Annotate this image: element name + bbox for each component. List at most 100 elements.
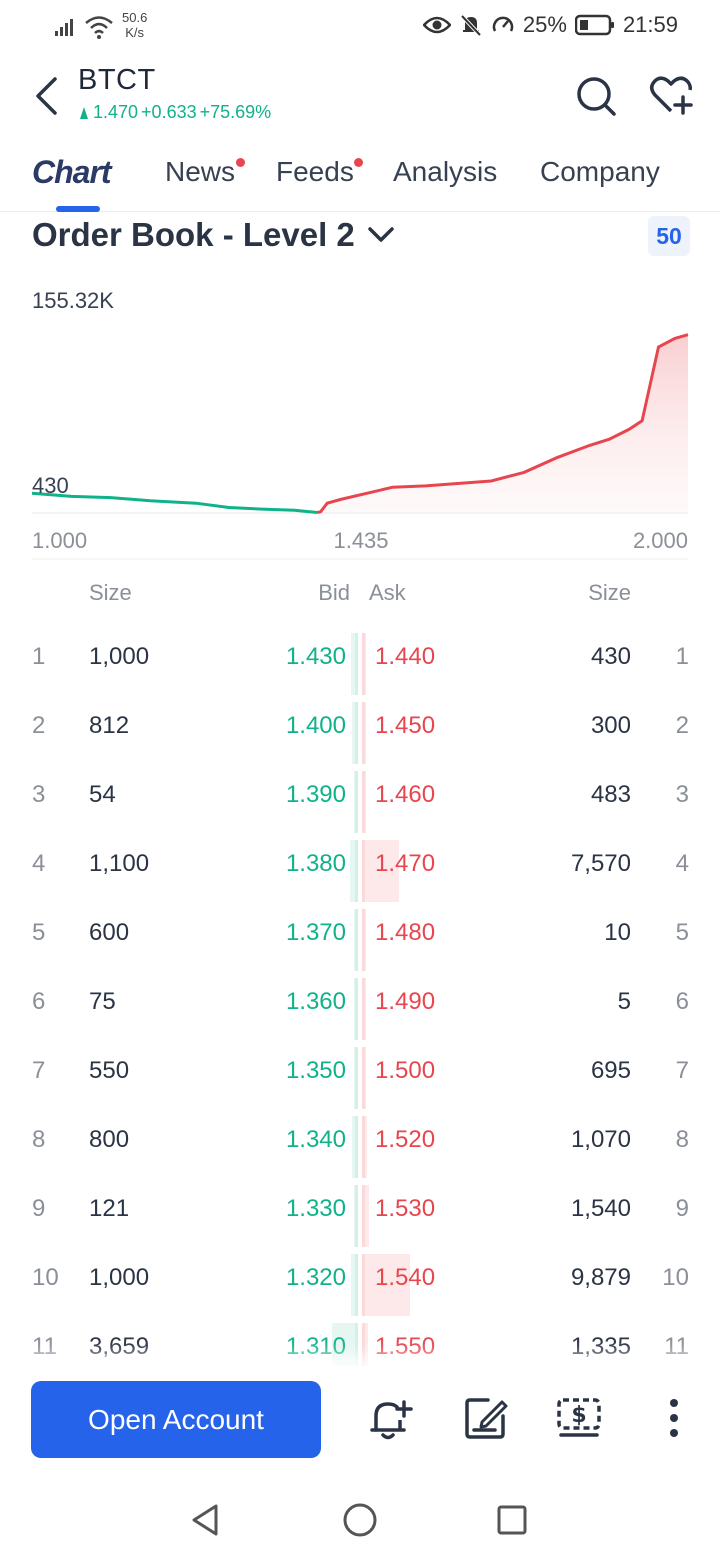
trade-dollar-icon: $: [557, 1398, 601, 1437]
bid-volume-bar: [354, 1047, 358, 1109]
bid-level-index: 10: [32, 1264, 59, 1291]
trade-button[interactable]: $: [555, 1394, 603, 1442]
bid-size: 121: [89, 1195, 130, 1222]
tab-feeds[interactable]: Feeds: [276, 156, 354, 187]
add-watchlist-button[interactable]: [648, 72, 694, 118]
order-book-row: 6 75 1.360 1.490 5 6: [0, 968, 720, 1040]
nav-home-button[interactable]: [342, 1502, 378, 1538]
bid-size: 3,659: [89, 1333, 150, 1360]
status-bar: 50.6 K/s 25% 21:59: [0, 0, 720, 52]
bid-level-index: 3: [32, 781, 46, 808]
svg-text:$: $: [571, 1403, 586, 1428]
ask-volume-bar: [362, 1185, 370, 1247]
bid-volume-bar: [352, 702, 358, 764]
search-button[interactable]: [574, 74, 618, 118]
ask-size: 10: [604, 919, 631, 946]
ask-depth-area: [317, 334, 688, 513]
ask-level-index: 5: [675, 919, 689, 946]
bid-level-index: 6: [32, 988, 46, 1015]
chevron-down-icon: [368, 227, 394, 242]
ask-volume-bar: [362, 978, 366, 1040]
ask-level-index: 4: [675, 850, 689, 877]
x-tick-max: 2.000: [633, 528, 688, 553]
order-book-title: Order Book - Level 2: [32, 216, 355, 253]
order-book-row: 3 54 1.390 1.460 483 3: [0, 761, 720, 833]
open-account-button[interactable]: Open Account: [31, 1381, 321, 1458]
ask-price: 1.450: [375, 712, 436, 739]
nav-back-button[interactable]: [188, 1502, 224, 1538]
add-alert-button[interactable]: [366, 1394, 414, 1442]
y-max-label: 155.32K: [32, 288, 114, 313]
bid-depth-line: [31, 491, 318, 514]
order-book-row: 7 550 1.350 1.500 695 7: [0, 1037, 720, 1109]
order-book-row: 2 812 1.400 1.450 300 2: [0, 692, 720, 764]
chevron-left-icon: [36, 77, 57, 115]
price-up-icon: [80, 106, 88, 119]
ask-price: 1.480: [375, 919, 436, 946]
ask-volume-bar: [362, 1323, 369, 1385]
wifi-icon: [85, 16, 113, 39]
order-book-row: 1 1,000 1.430 1.440 430 1: [0, 623, 720, 695]
edit-note-button[interactable]: [462, 1394, 510, 1442]
more-options-button[interactable]: [650, 1394, 698, 1442]
bid-price: 1.350: [285, 1057, 346, 1084]
depth-level-button[interactable]: 50: [648, 216, 690, 256]
back-button[interactable]: [28, 72, 64, 120]
tab-company[interactable]: Company: [540, 156, 660, 187]
order-book-row: 11 3,659 1.310 1.550 1,335 11: [0, 1313, 720, 1385]
bid-size: 75: [89, 988, 116, 1015]
mute-bell-icon: [460, 14, 482, 37]
bid-level-index: 7: [32, 1057, 46, 1084]
ask-level-index: 2: [675, 712, 689, 739]
price-change: +0.633: [141, 102, 197, 122]
ask-price: 1.460: [375, 781, 436, 808]
bid-volume-bar: [350, 840, 358, 902]
quote-header: BTCT 1.470 +0.633 +75.69%: [0, 56, 720, 136]
depth-chart: 155.32K 430 1.000 1.435 2.000: [31, 288, 689, 560]
heart-plus-icon: [650, 76, 693, 115]
bid-size: 1,000: [89, 1264, 150, 1291]
order-book-row: 10 1,000 1.320 1.540 9,879 10: [0, 1244, 720, 1316]
ask-volume-bar: [362, 1116, 368, 1178]
ask-price: 1.470: [375, 850, 436, 877]
ask-size: 1,335: [570, 1333, 631, 1360]
more-vertical-icon: [670, 1399, 678, 1437]
last-price: 1.470: [93, 102, 139, 122]
order-book-selector[interactable]: Order Book - Level 2: [32, 216, 395, 254]
tab-news[interactable]: News: [165, 156, 236, 187]
ask-level-index: 1: [675, 643, 689, 670]
bid-price: 1.390: [285, 781, 346, 808]
ask-level-index: 7: [675, 1057, 689, 1084]
tab-analysis[interactable]: Analysis: [393, 156, 498, 187]
price-change-percent: +75.69%: [199, 102, 272, 122]
ask-volume-bar: [362, 633, 366, 695]
ask-level-index: 6: [675, 988, 689, 1015]
order-book-row: 9 121 1.330 1.530 1,540 9: [0, 1175, 720, 1247]
bid-volume-bar: [352, 1116, 358, 1178]
ask-level-index: 8: [675, 1126, 689, 1153]
ask-size: 1,070: [570, 1126, 631, 1153]
bid-price: 1.370: [285, 919, 346, 946]
bid-price: 1.400: [285, 712, 346, 739]
bid-level-index: 1: [32, 643, 46, 670]
nav-recents-button[interactable]: [494, 1502, 530, 1538]
ask-level-index: 11: [664, 1333, 689, 1360]
square-recents-icon: [497, 1505, 527, 1535]
ask-header: Ask: [369, 580, 406, 605]
bid-price: 1.340: [285, 1126, 346, 1153]
ask-level-index: 10: [662, 1264, 689, 1291]
order-book-row: 5 600 1.370 1.480 10 5: [0, 899, 720, 971]
ask-price: 1.440: [375, 643, 436, 670]
ask-volume-bar: [362, 702, 366, 764]
tab-chart[interactable]: Chart: [32, 154, 112, 190]
ticker-symbol: BTCT: [78, 64, 156, 96]
x-tick-mid: 1.435: [333, 528, 388, 553]
battery-percent: 25%: [522, 12, 567, 37]
search-icon: [577, 77, 616, 116]
circle-home-icon: [343, 1503, 377, 1537]
ask-volume-bar: [362, 771, 366, 833]
ask-price: 1.540: [375, 1264, 436, 1291]
bid-level-index: 5: [32, 919, 46, 946]
bid-volume-bar: [354, 978, 358, 1040]
speed-gauge-icon: [492, 16, 514, 32]
